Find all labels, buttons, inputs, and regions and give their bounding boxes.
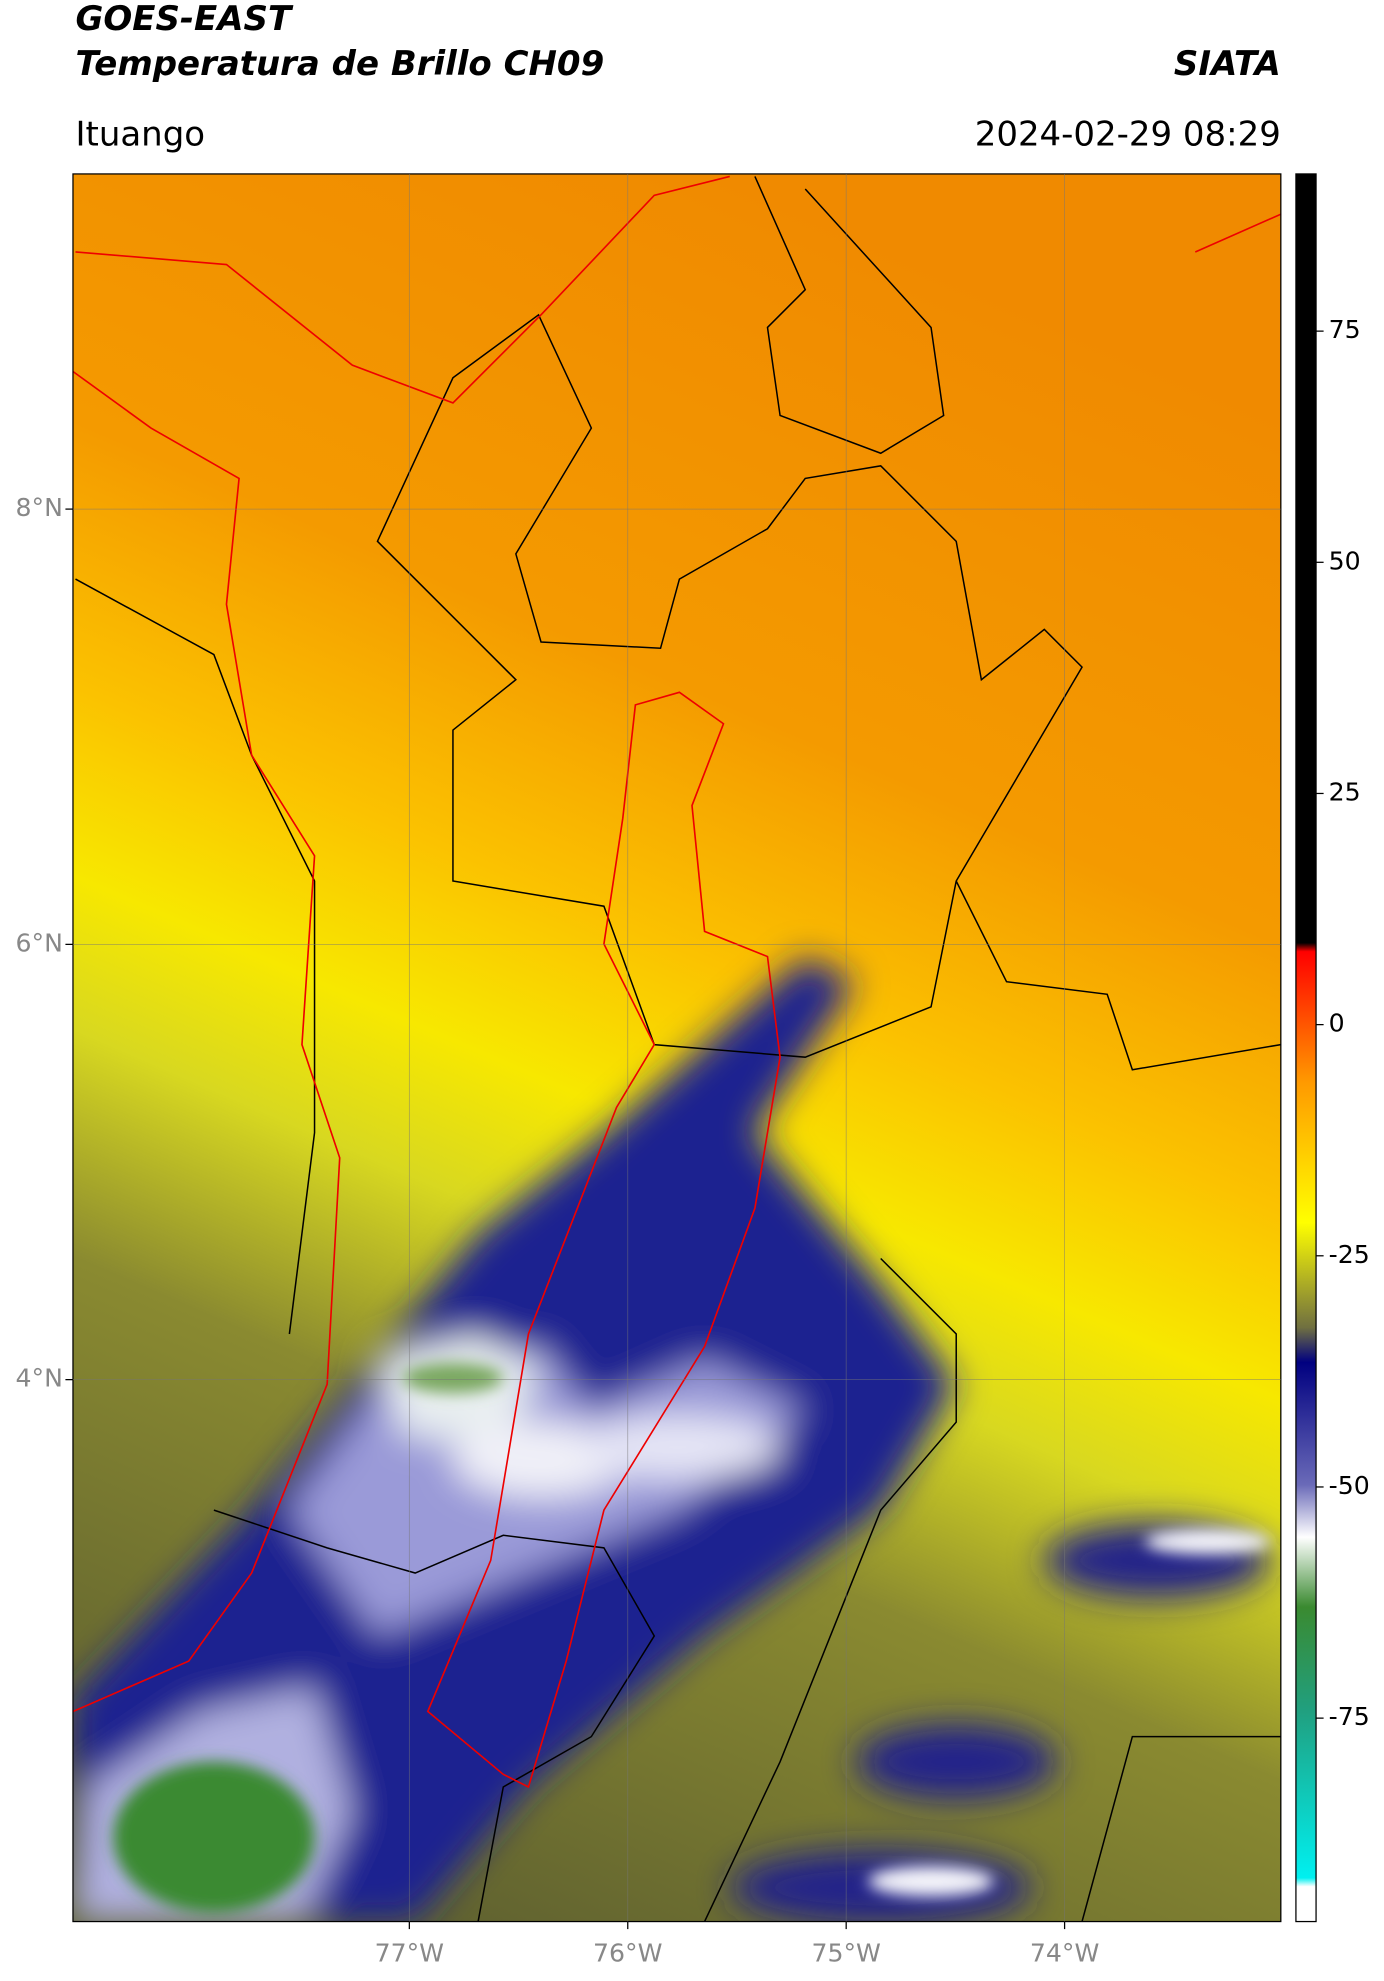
y-tick-label: 6°N xyxy=(16,928,63,957)
datetime: 2024-02-29 08:29 xyxy=(975,115,1281,155)
colorbar-tick-label: -25 xyxy=(1329,1240,1370,1269)
colorbar-tick-label: -50 xyxy=(1329,1471,1370,1500)
colorbar-tick-label: 50 xyxy=(1329,546,1361,575)
y-tick-label: 4°N xyxy=(16,1364,63,1393)
x-tick-label: 77°W xyxy=(375,1938,445,1967)
location: Ituango xyxy=(75,115,205,155)
x-tick-label: 75°W xyxy=(811,1938,881,1967)
y-tick-label: 8°N xyxy=(16,493,63,522)
x-tick-label: 74°W xyxy=(1030,1938,1100,1967)
colorbar-tick-label: 25 xyxy=(1329,777,1361,806)
title: Temperatura de Brillo CH09 xyxy=(75,44,604,84)
colorbar-tick-label: 75 xyxy=(1329,315,1361,344)
axes: 77°W 76°W 75°W 74°W 8°N 6°N 4°N 75 50 25 0 -25 -50 -7… xyxy=(16,173,1370,1967)
colorbar xyxy=(1295,173,1317,1923)
source: SIATA xyxy=(1174,44,1281,84)
x-tick-label: 76°W xyxy=(593,1938,663,1967)
title: GOES-EAST xyxy=(75,0,293,39)
colorbar-tick-label: 0 xyxy=(1329,1009,1345,1038)
colorbar-tick-label: -75 xyxy=(1329,1702,1370,1731)
map-frame xyxy=(72,173,1282,1923)
map-image xyxy=(72,173,1281,1922)
